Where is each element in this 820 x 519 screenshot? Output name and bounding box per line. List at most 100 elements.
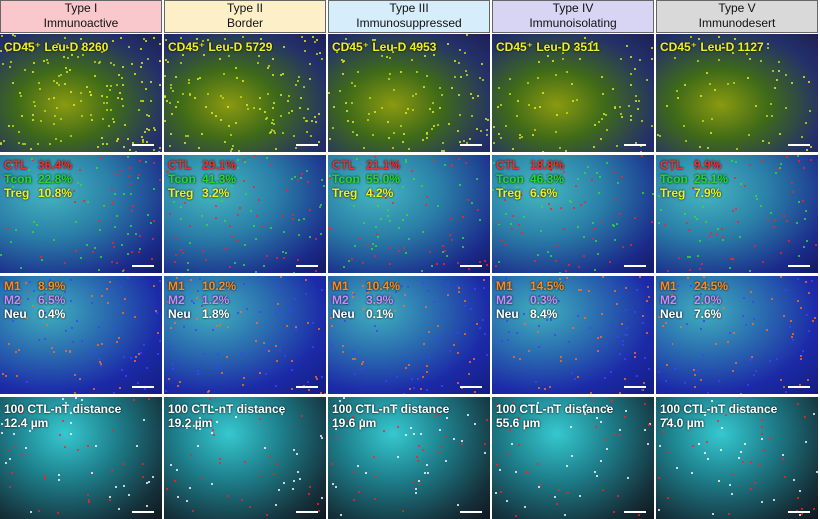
cell-dot bbox=[293, 448, 296, 451]
cell-dot bbox=[393, 310, 396, 313]
cell-dot bbox=[372, 133, 375, 136]
cell-dot bbox=[169, 409, 172, 412]
cell-dot bbox=[780, 162, 783, 165]
cell-dot bbox=[593, 471, 596, 474]
cell-dot bbox=[689, 285, 692, 288]
cell-dot bbox=[627, 476, 630, 479]
cell-dot bbox=[623, 333, 626, 336]
cell-dot bbox=[519, 193, 522, 196]
cell-dot bbox=[214, 204, 217, 207]
cell-dot bbox=[8, 124, 11, 127]
cell-dot bbox=[309, 208, 312, 211]
cell-dot bbox=[699, 379, 702, 382]
column-header: Type II Border bbox=[164, 0, 326, 33]
cell-dot bbox=[141, 462, 144, 465]
cell-dot bbox=[276, 287, 279, 290]
cell-dot bbox=[551, 163, 554, 166]
population-value: 2.0% bbox=[694, 293, 722, 307]
cell-dot bbox=[150, 222, 153, 225]
cell-dot bbox=[397, 179, 400, 182]
cell-dot bbox=[116, 83, 119, 86]
cell-dot bbox=[598, 191, 601, 194]
cell-dot bbox=[386, 214, 389, 217]
cell-dot bbox=[442, 149, 445, 152]
cell-dot bbox=[20, 115, 23, 118]
cell-dot bbox=[293, 135, 296, 138]
cell-dot bbox=[372, 192, 375, 195]
cell-dot bbox=[19, 407, 22, 410]
cell-dot bbox=[616, 494, 619, 497]
cell-dot bbox=[521, 135, 524, 138]
cell-dot bbox=[282, 45, 285, 48]
cell-dot bbox=[91, 471, 94, 474]
cell-dot bbox=[527, 103, 530, 106]
cell-dot bbox=[345, 192, 348, 195]
cell-dot bbox=[4, 375, 7, 378]
cell-dot bbox=[293, 480, 296, 483]
cell-dot bbox=[668, 174, 671, 177]
cell-dot bbox=[200, 132, 203, 135]
cell-dot bbox=[196, 421, 199, 424]
cell-dot bbox=[286, 188, 289, 191]
cell-dot bbox=[637, 108, 640, 111]
cell-dot bbox=[54, 138, 57, 141]
cell-dot bbox=[133, 359, 136, 362]
cell-dot bbox=[412, 432, 415, 435]
cell-dot bbox=[566, 491, 569, 494]
cell-dot bbox=[1, 63, 4, 66]
cell-dot bbox=[38, 339, 41, 342]
cell-dot bbox=[320, 496, 323, 499]
scale-bar bbox=[624, 144, 646, 146]
cell-dot bbox=[172, 368, 175, 371]
cell-dot bbox=[698, 442, 701, 445]
cell-dot bbox=[533, 128, 536, 131]
population-value: 21.1% bbox=[366, 158, 401, 172]
cell-dot bbox=[266, 513, 269, 516]
cell-dot bbox=[579, 495, 582, 498]
cell-dot bbox=[614, 290, 617, 293]
cell-dot bbox=[343, 59, 346, 62]
cell-dot bbox=[175, 237, 178, 240]
cell-dot bbox=[124, 297, 127, 300]
cell-dot bbox=[538, 105, 541, 108]
cell-dot bbox=[33, 221, 36, 224]
cell-dot bbox=[627, 104, 630, 107]
cell-dot bbox=[411, 58, 414, 61]
cell-dot bbox=[807, 379, 810, 382]
scale-bar bbox=[788, 144, 810, 146]
micrograph: CTL 21.1% Tcon 55.0% Treg 4.2% bbox=[328, 155, 490, 273]
cell-dot bbox=[420, 432, 423, 435]
cell-dot bbox=[458, 287, 461, 290]
cell-dot bbox=[506, 283, 509, 286]
cell-dot bbox=[298, 107, 301, 110]
cell-dot bbox=[448, 234, 451, 237]
cell-dot bbox=[294, 176, 297, 179]
cell-dot bbox=[351, 181, 354, 184]
cell-dot bbox=[82, 200, 85, 203]
cell-dot bbox=[577, 376, 580, 379]
cell-dot bbox=[152, 161, 155, 164]
cell-dot bbox=[769, 211, 772, 214]
cell-dot bbox=[373, 254, 376, 257]
cell-dot bbox=[314, 115, 317, 118]
cell-dot bbox=[277, 308, 280, 311]
cell-dot bbox=[464, 333, 467, 336]
cell-dot bbox=[574, 184, 577, 187]
cell-dot bbox=[678, 256, 681, 259]
cell-dot bbox=[534, 106, 537, 109]
cell-dot bbox=[697, 37, 700, 40]
cell-dot bbox=[368, 97, 371, 100]
cell-dot bbox=[172, 201, 175, 204]
cell-dot bbox=[127, 156, 130, 159]
cell-dot bbox=[704, 413, 707, 416]
cell-dot bbox=[474, 390, 477, 393]
population-value: 46.3% bbox=[530, 172, 565, 186]
cell-dot bbox=[749, 358, 752, 361]
cell-dot bbox=[810, 279, 813, 282]
cell-dot bbox=[272, 129, 275, 132]
cell-dot bbox=[7, 342, 10, 345]
cell-dot bbox=[201, 305, 204, 308]
type-title: Type I bbox=[64, 1, 98, 15]
population-value: 3.2% bbox=[202, 186, 230, 200]
distance-label: 100 CTL-nT distance bbox=[4, 402, 122, 416]
